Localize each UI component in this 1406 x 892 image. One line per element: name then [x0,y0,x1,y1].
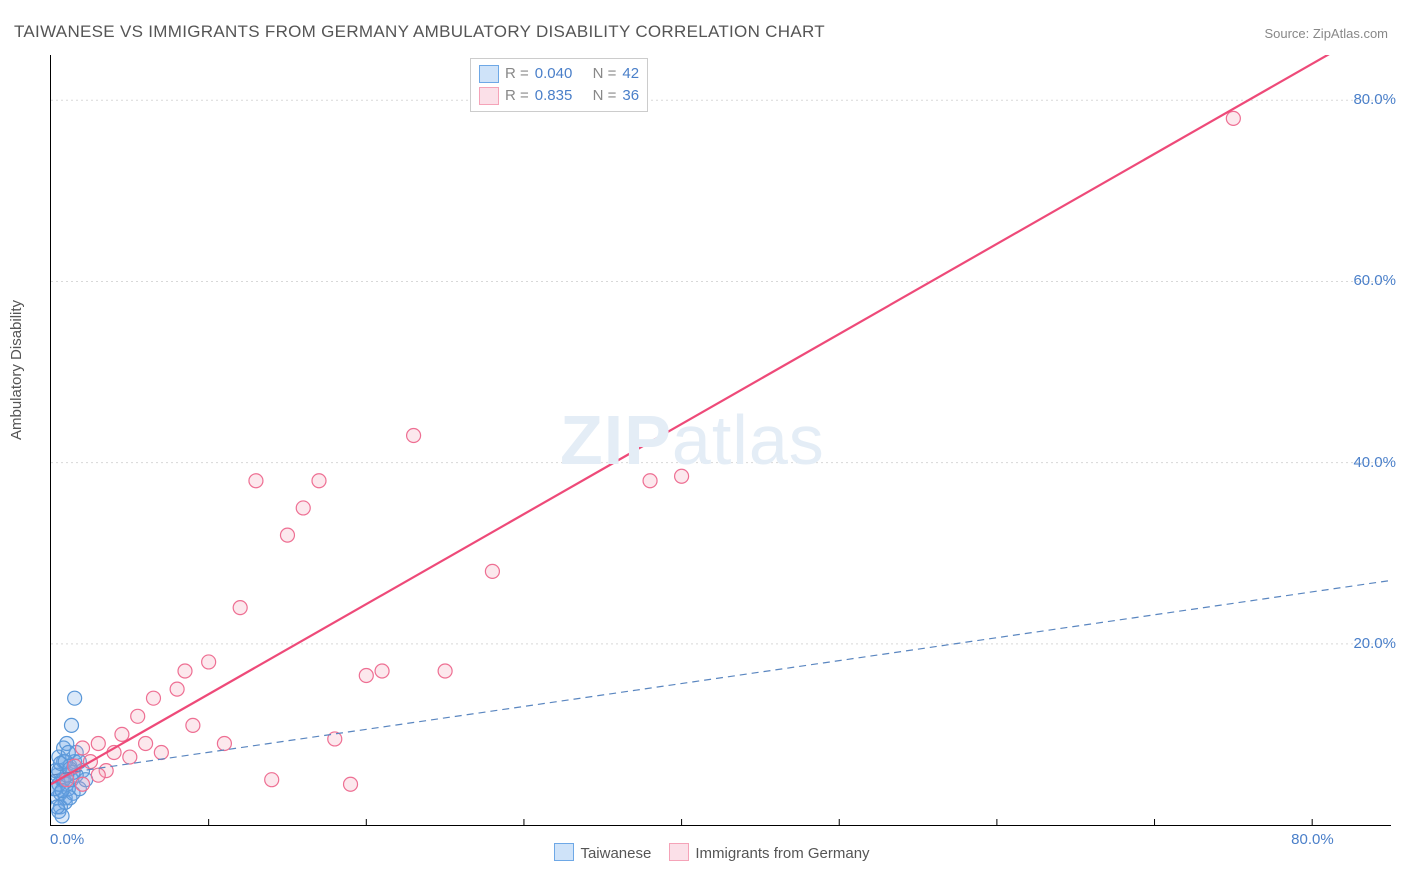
y-tick-label: 60.0% [1353,272,1396,289]
legend-swatch [479,65,499,83]
legend-row: R = 0.835 N =36 [479,85,639,107]
legend-row: R =0.040 N =42 [479,63,639,85]
legend-correlation: R =0.040 N =42R = 0.835 N =36 [470,58,648,112]
y-tick-label: 80.0% [1353,91,1396,108]
plot-svg [51,55,1391,825]
x-tick-label: 0.0% [50,831,84,848]
plot-area [50,55,1391,826]
legend-label: Taiwanese [580,845,651,862]
legend-label: Immigrants from Germany [695,845,869,862]
y-tick-label: 20.0% [1353,635,1396,652]
y-tick-label: 40.0% [1353,454,1396,471]
legend-swatch [669,843,689,861]
source-label: Source: ZipAtlas.com [1264,26,1388,41]
legend-swatch [479,87,499,105]
y-axis-label: Ambulatory Disability [8,300,25,440]
legend-series: Taiwanese Immigrants from Germany [0,843,1406,862]
legend-swatch [554,843,574,861]
chart-title: TAIWANESE VS IMMIGRANTS FROM GERMANY AMB… [14,22,825,42]
x-tick-label: 80.0% [1291,831,1334,848]
chart-container: TAIWANESE VS IMMIGRANTS FROM GERMANY AMB… [0,0,1406,892]
